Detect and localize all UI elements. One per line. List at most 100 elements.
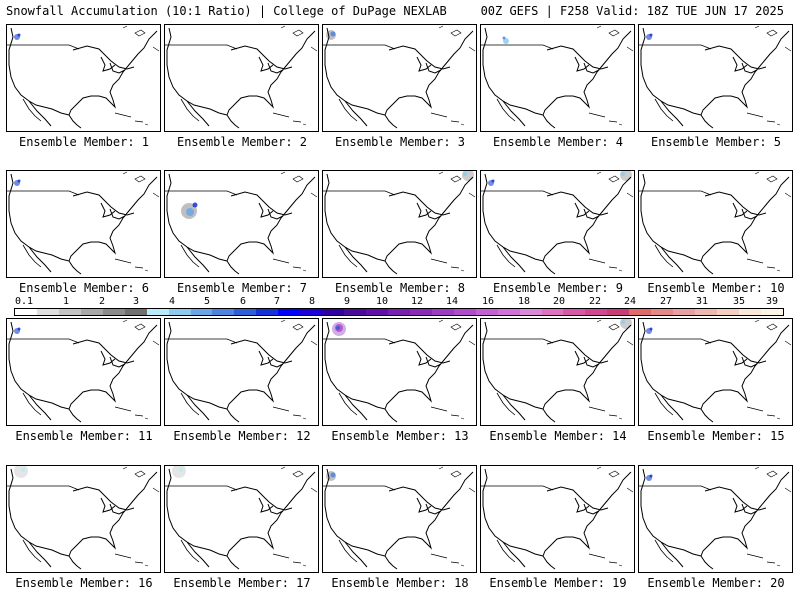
coastline bbox=[704, 339, 767, 364]
coastline bbox=[481, 190, 554, 196]
coastline bbox=[302, 417, 307, 420]
coastline bbox=[588, 406, 606, 412]
coastline bbox=[272, 553, 290, 559]
coastline bbox=[502, 100, 526, 127]
coastline bbox=[502, 394, 526, 421]
colorbar-swatch bbox=[168, 309, 191, 315]
coastline bbox=[626, 487, 634, 493]
coastline bbox=[344, 246, 368, 273]
coastline bbox=[384, 30, 474, 116]
colorbar-tick-label: 12 bbox=[410, 296, 424, 307]
map-basemap bbox=[7, 171, 160, 275]
coastline bbox=[344, 100, 368, 127]
ensemble-member-map bbox=[480, 318, 635, 426]
coastline bbox=[450, 120, 460, 123]
coastline bbox=[618, 269, 623, 272]
coastline bbox=[323, 485, 396, 491]
coastline bbox=[384, 471, 474, 557]
coastline bbox=[583, 503, 600, 515]
coastline bbox=[280, 171, 286, 175]
colorbar-swatch bbox=[607, 309, 630, 315]
colorbar-swatch bbox=[278, 309, 301, 315]
coastline bbox=[746, 258, 764, 264]
colorbar-tick-label: 0.1 bbox=[14, 296, 34, 307]
snow-accumulation-area bbox=[621, 320, 625, 324]
coastline bbox=[338, 539, 358, 563]
ensemble-member-label: Ensemble Member: 18 bbox=[331, 576, 469, 590]
coastline bbox=[546, 191, 609, 216]
coastline bbox=[384, 114, 398, 129]
colorbar-swatch bbox=[102, 309, 125, 315]
coastline bbox=[776, 269, 781, 272]
coastline bbox=[109, 356, 126, 368]
coastline bbox=[165, 44, 238, 50]
colorbar-tick-label: 27 bbox=[659, 296, 673, 307]
coastline bbox=[700, 176, 790, 262]
coastline bbox=[468, 46, 476, 52]
coastline bbox=[230, 486, 293, 511]
ensemble-member-map bbox=[164, 24, 319, 132]
coastline bbox=[654, 98, 674, 122]
coastline bbox=[460, 269, 465, 272]
coastline bbox=[766, 175, 778, 183]
coastline bbox=[134, 29, 146, 37]
coastline bbox=[639, 44, 712, 50]
coastline bbox=[144, 269, 149, 272]
coastline bbox=[384, 555, 398, 570]
coastline bbox=[114, 258, 132, 264]
coastline bbox=[654, 539, 674, 563]
coastline bbox=[267, 62, 284, 74]
coastline bbox=[741, 208, 758, 220]
map-basemap bbox=[481, 25, 634, 129]
coastline bbox=[144, 123, 149, 126]
coastline bbox=[68, 260, 82, 275]
coastline bbox=[741, 503, 758, 515]
colorbar-swatch bbox=[15, 309, 37, 315]
coastline bbox=[618, 564, 623, 567]
colorbar-tick-label: 16 bbox=[481, 296, 495, 307]
snow-accumulation-area bbox=[491, 179, 495, 183]
coastline bbox=[258, 56, 274, 72]
coastline bbox=[583, 356, 600, 368]
coastline bbox=[134, 414, 144, 417]
coastline bbox=[608, 414, 618, 417]
coastline bbox=[186, 394, 210, 421]
coastline bbox=[186, 541, 210, 568]
coastline bbox=[596, 25, 602, 29]
coastline bbox=[258, 497, 274, 513]
map-basemap bbox=[481, 319, 634, 423]
snow-accumulation-area bbox=[186, 208, 194, 216]
colorbar-tick-label: 14 bbox=[445, 296, 459, 307]
colorbar-swatch bbox=[344, 309, 366, 315]
coastline bbox=[732, 350, 748, 366]
colorbar-swatch bbox=[212, 309, 235, 315]
coastline bbox=[608, 266, 618, 269]
coastline bbox=[654, 392, 674, 416]
coastline bbox=[618, 123, 623, 126]
ensemble-member-label: Ensemble Member: 10 bbox=[647, 281, 785, 295]
coastline bbox=[496, 392, 516, 416]
colorbar-swatch bbox=[190, 309, 213, 315]
coastline bbox=[292, 470, 304, 478]
coastline bbox=[114, 406, 132, 412]
coastline bbox=[323, 190, 396, 196]
ensemble-member-map bbox=[6, 465, 161, 573]
coastline bbox=[324, 468, 386, 557]
coastline bbox=[72, 339, 135, 364]
coastline bbox=[144, 417, 149, 420]
coastline bbox=[272, 112, 290, 118]
map-basemap bbox=[639, 319, 792, 423]
coastline bbox=[186, 246, 210, 273]
ensemble-member-map bbox=[322, 318, 477, 426]
coastline bbox=[166, 27, 228, 116]
colorbar-swatch bbox=[36, 309, 59, 315]
colorbar-tick-label: 22 bbox=[588, 296, 602, 307]
coastline bbox=[100, 350, 116, 366]
coastline bbox=[388, 191, 451, 216]
coastline bbox=[8, 27, 70, 116]
coastline bbox=[588, 258, 606, 264]
coastline bbox=[226, 176, 316, 262]
coastline bbox=[8, 468, 70, 557]
coastline bbox=[267, 503, 284, 515]
coastline bbox=[468, 487, 476, 493]
